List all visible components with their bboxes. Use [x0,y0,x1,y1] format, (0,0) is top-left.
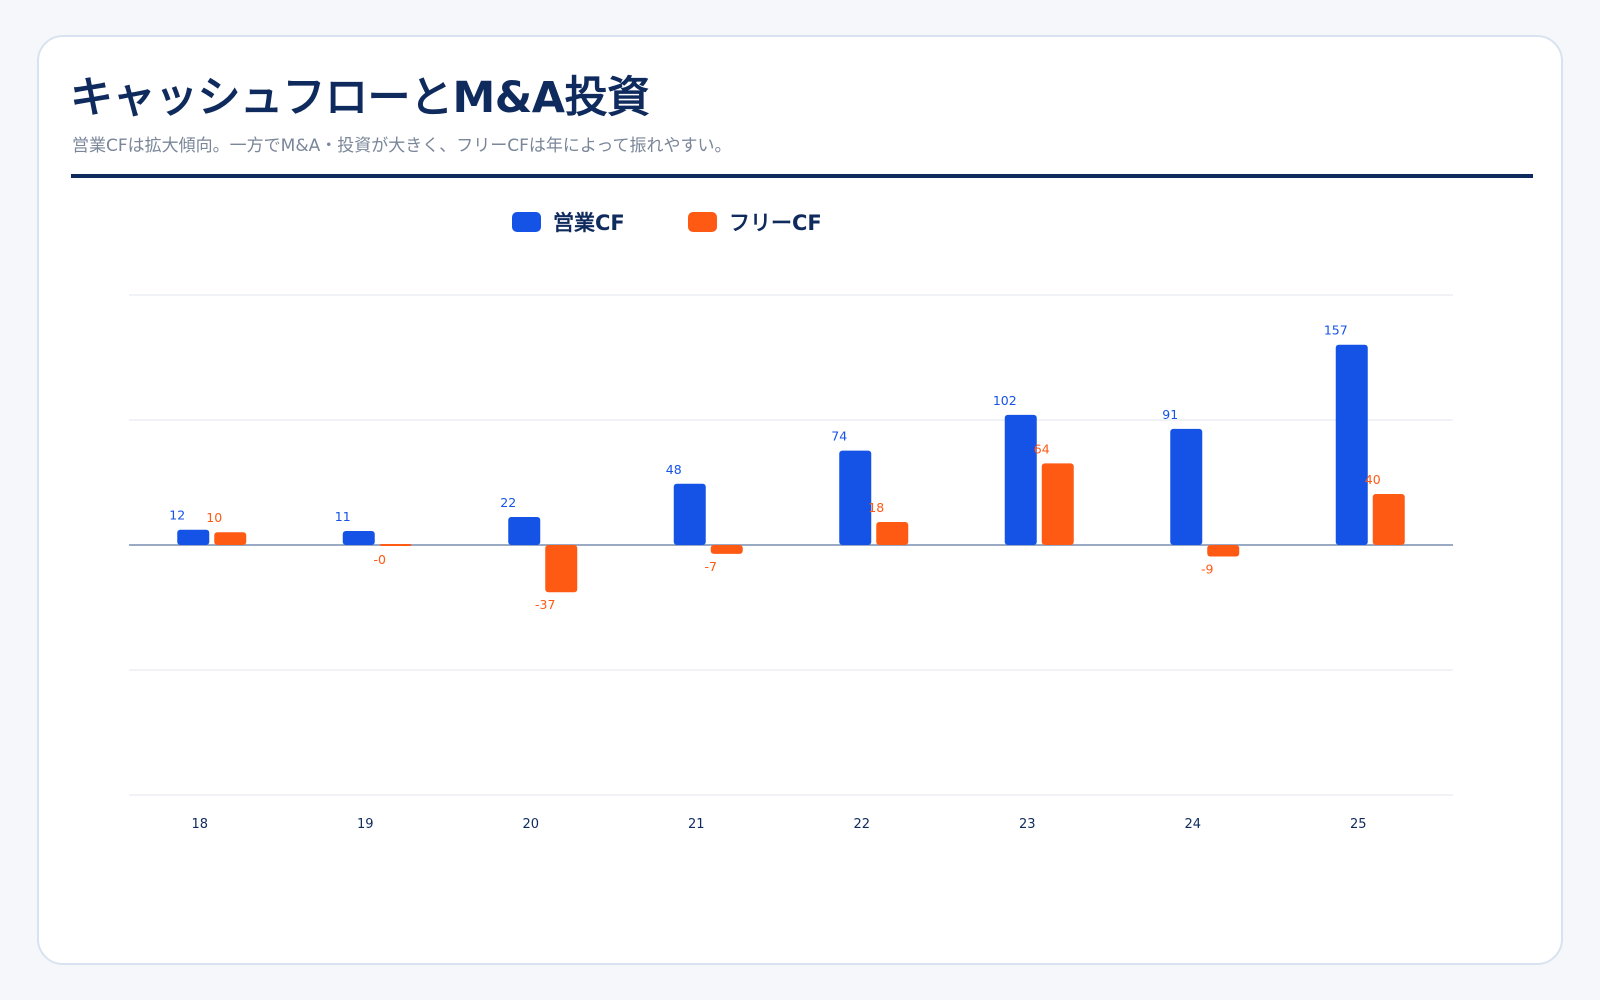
bar-free-cf-25 [1372,493,1405,545]
x-tick-label-22: 22 [853,817,870,832]
legend-label-operating-cf: 営業CF [553,211,625,235]
page-title: キャッシュフローとM&A投資 [70,73,650,123]
bar-operating-cf-20 [508,516,541,545]
bar-free-cf-21 [710,545,743,554]
data-label-operating-cf-18: 12 [169,508,185,523]
data-label-free-cf-19: -0 [374,552,387,567]
chart-legend: 営業CF フリーCF [39,205,1561,239]
bar-free-cf-20 [545,545,578,593]
data-label-operating-cf-25: 157 [1324,323,1348,338]
x-tick-label-19: 19 [357,817,374,832]
legend-swatch-free-cf [688,212,717,232]
data-label-operating-cf-24: 91 [1162,407,1178,422]
data-label-operating-cf-21: 48 [666,462,682,477]
bar-free-cf-19 [379,544,412,546]
bar-operating-cf-21 [673,483,706,545]
bar-operating-cf-24 [1170,428,1203,545]
bar-operating-cf-23 [1004,414,1037,545]
x-tick-label-24: 24 [1184,817,1201,832]
bar-free-cf-24 [1207,545,1240,557]
data-label-free-cf-18: 10 [206,510,222,525]
chart-card: キャッシュフローとM&A投資 営業CFは拡大傾向。一方でM&A・投資が大きく、フ… [37,35,1563,965]
data-label-operating-cf-23: 102 [993,393,1017,408]
bar-operating-cf-22 [839,450,872,545]
data-label-operating-cf-19: 11 [335,509,351,524]
page-subtitle: 営業CFは拡大傾向。一方でM&A・投資が大きく、フリーCFは年によって振れやすい… [72,136,732,156]
data-label-operating-cf-20: 22 [500,495,516,510]
legend-swatch-operating-cf [512,212,541,232]
legend-item-operating-cf[interactable]: 営業CF [512,205,625,239]
x-tick-label-25: 25 [1350,817,1367,832]
data-label-free-cf-24: -9 [1201,561,1214,576]
x-tick-label-23: 23 [1019,817,1036,832]
legend-item-free-cf[interactable]: フリーCF [688,205,822,239]
legend-label-free-cf: フリーCF [729,211,822,235]
x-tick-label-18: 18 [191,817,208,832]
data-label-operating-cf-22: 74 [831,429,847,444]
bar-operating-cf-25 [1335,344,1368,545]
bar-operating-cf-19 [342,530,375,545]
data-label-free-cf-21: -7 [705,559,717,574]
x-tick-label-21: 21 [688,817,705,832]
data-label-free-cf-23: 64 [1034,441,1050,456]
bar-chart: 12 10 18 11 -0 19 22 -37 20 48 -7 21 74 18 22 102 64 23 91… [129,294,1453,832]
data-label-free-cf-25: 40 [1365,472,1381,487]
bar-operating-cf-18 [177,529,210,545]
x-tick-label-20: 20 [522,817,539,832]
bar-free-cf-23 [1041,463,1074,545]
title-divider [71,174,1533,178]
bar-free-cf-22 [876,522,909,545]
data-label-free-cf-20: -37 [535,597,555,612]
bar-free-cf-18 [214,532,247,545]
data-label-free-cf-22: 18 [868,500,884,515]
